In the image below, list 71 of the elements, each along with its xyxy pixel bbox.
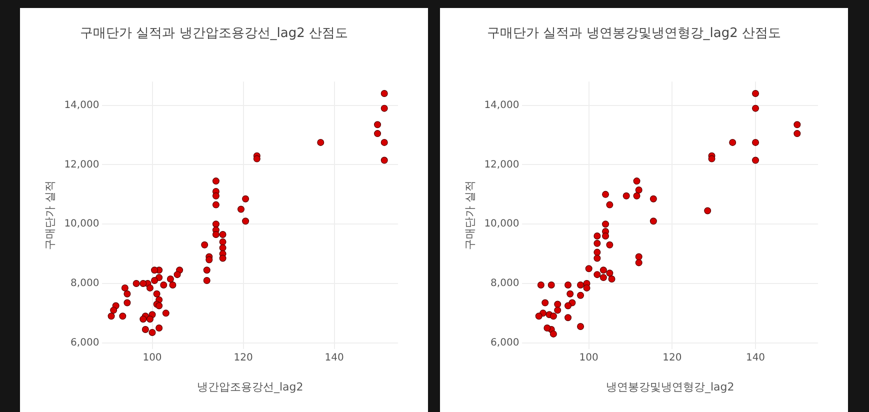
- y-tick-label: 6,000: [490, 337, 520, 348]
- x-axis-title: 냉연봉강및냉연형강_lag2: [606, 380, 734, 394]
- y-tick-label: 14,000: [64, 100, 100, 111]
- point: [550, 330, 557, 338]
- x-tick-label: 100: [579, 352, 598, 364]
- x-tick-label: 120: [234, 352, 253, 364]
- point: [585, 265, 592, 272]
- point: [650, 218, 657, 225]
- point: [608, 276, 616, 283]
- point: [606, 270, 614, 277]
- point: [635, 253, 642, 260]
- point: [583, 284, 590, 292]
- point: [544, 324, 551, 332]
- chart-title: 구매단가 실적과 냉연봉강및냉연형강_lag2 산점도: [487, 26, 781, 42]
- point: [542, 299, 549, 306]
- point: [594, 248, 601, 256]
- point: [633, 192, 640, 200]
- point: [635, 259, 642, 266]
- x-tick-label: 140: [746, 352, 766, 364]
- point: [535, 312, 542, 320]
- y-tick-label: 10,000: [64, 218, 100, 230]
- point: [602, 232, 610, 240]
- y-tick-label: 8,000: [70, 278, 100, 290]
- point: [594, 254, 601, 262]
- point: [550, 312, 557, 320]
- point: [577, 292, 584, 299]
- y-tick-label: 10,000: [484, 218, 520, 230]
- y-tick-label: 12,000: [484, 159, 520, 170]
- point: [704, 207, 712, 214]
- y-tick-label: 14,000: [484, 100, 520, 111]
- y-tick-label: 12,000: [64, 159, 100, 170]
- point: [566, 290, 574, 298]
- point: [564, 281, 572, 288]
- point: [600, 266, 607, 274]
- point: [622, 192, 630, 200]
- y-axis-title: 구매단가 실적: [463, 180, 476, 250]
- point: [577, 281, 584, 288]
- point: [752, 104, 760, 112]
- y-tick-label: 8,000: [490, 278, 520, 290]
- point: [577, 323, 584, 330]
- point: [537, 281, 544, 288]
- x-tick-label: 140: [324, 352, 344, 364]
- y-tick-label: 6,000: [70, 337, 100, 348]
- point: [606, 241, 614, 248]
- point: [554, 306, 562, 314]
- point: [650, 195, 657, 202]
- point: [752, 90, 760, 97]
- point: [794, 121, 801, 128]
- point: [594, 240, 601, 247]
- point: [752, 138, 760, 146]
- point: [600, 274, 607, 282]
- point: [729, 138, 736, 146]
- point: [606, 201, 614, 208]
- point: [554, 300, 562, 308]
- point: [548, 281, 555, 288]
- point: [635, 186, 642, 194]
- point: [633, 178, 640, 185]
- point: [564, 314, 572, 322]
- point: [794, 130, 801, 138]
- point: [752, 156, 760, 164]
- x-axis-title: 냉간압조용강선_lag2: [196, 380, 304, 394]
- point: [708, 155, 716, 162]
- x-tick-label: 100: [142, 352, 162, 364]
- point: [602, 190, 610, 198]
- x-tick-label: 120: [662, 352, 682, 364]
- point: [594, 232, 601, 240]
- point: [602, 220, 610, 228]
- chart-title: 구매단가 실적과 냉간압조용강선_lag2 산점도: [80, 26, 348, 42]
- y-axis-title: 구매단가 실적: [43, 180, 56, 250]
- point: [594, 271, 601, 278]
- point: [564, 302, 572, 310]
